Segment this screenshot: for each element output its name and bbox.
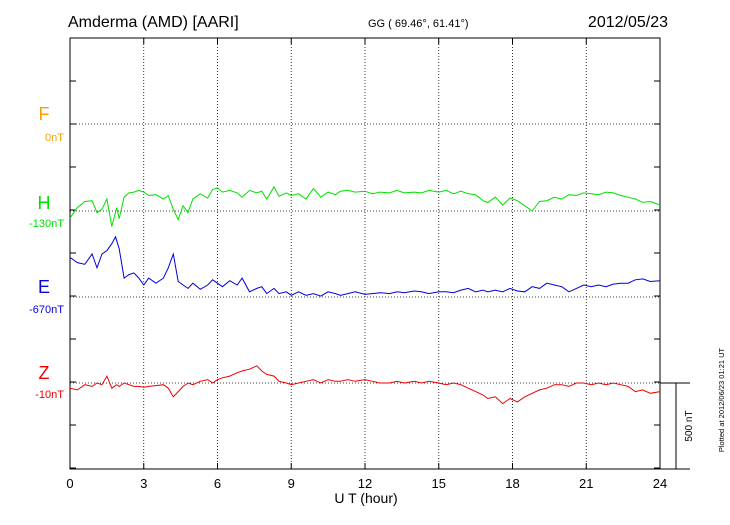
series-name-h: H bbox=[38, 193, 51, 213]
x-tick-label: 12 bbox=[358, 476, 372, 491]
x-tick-label: 21 bbox=[579, 476, 593, 491]
series-baseline-f: 0nT bbox=[45, 132, 64, 144]
series-line-h bbox=[69, 185, 661, 227]
station-title: Amderma (AMD) [AARI] bbox=[68, 14, 239, 31]
x-tick-label: 0 bbox=[66, 476, 73, 491]
x-tick-label: 3 bbox=[140, 476, 147, 491]
series-line-e bbox=[69, 235, 661, 297]
scale-bar bbox=[660, 382, 690, 470]
scale-bar-label: 500 nT bbox=[684, 410, 695, 441]
series-traces bbox=[69, 185, 661, 405]
series-name-e: E bbox=[38, 277, 50, 297]
x-tick-label: 18 bbox=[505, 476, 519, 491]
x-axis-ticks: 0 3 6 9 12 15 18 21 24 bbox=[66, 38, 667, 491]
series-labels: F 0nT H -130nT E -670nT Z -10nT bbox=[29, 104, 64, 401]
date-label: 2012/05/23 bbox=[588, 14, 668, 31]
grid-lines bbox=[70, 38, 660, 469]
series-baseline-e: -670nT bbox=[29, 304, 64, 316]
series-name-f: F bbox=[39, 104, 50, 124]
x-axis-label: U T (hour) bbox=[334, 490, 397, 506]
series-line-z bbox=[69, 365, 661, 405]
plotted-timestamp: Plotted at 2012/06/23 01:21 UT bbox=[717, 347, 726, 452]
geographic-coordinates: GG ( 69.46°, 61.41°) bbox=[368, 18, 469, 30]
series-name-z: Z bbox=[39, 363, 50, 383]
x-tick-label: 6 bbox=[214, 476, 221, 491]
series-baseline-z: -10nT bbox=[35, 389, 64, 401]
x-tick-label: 15 bbox=[432, 476, 446, 491]
series-baseline-h: -130nT bbox=[29, 218, 64, 230]
x-tick-label: 24 bbox=[653, 476, 667, 491]
x-tick-label: 9 bbox=[288, 476, 295, 491]
